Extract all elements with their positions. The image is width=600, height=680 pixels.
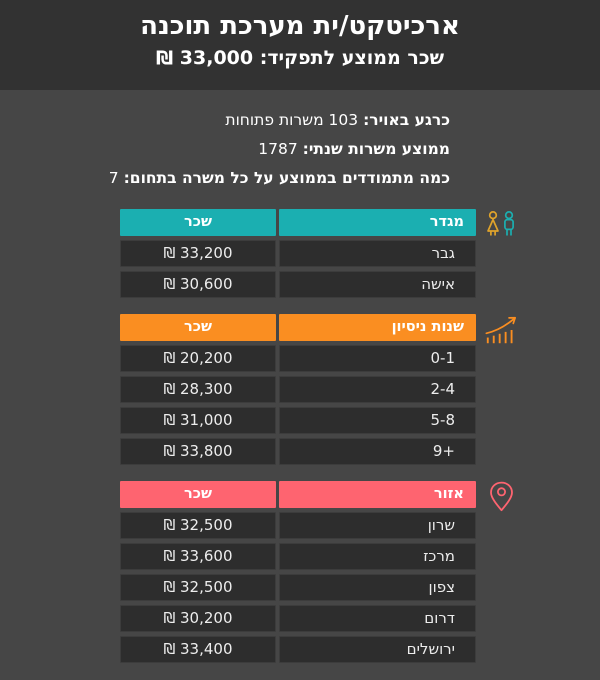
table-row: מרכז 33,600 ₪: [120, 543, 476, 570]
column-header-salary: שכר: [120, 314, 276, 341]
stat-open-positions-value: 103 משרות פתוחות: [225, 111, 359, 129]
stat-candidates-per-position-value: 7: [108, 169, 119, 187]
stat-yearly-positions: ממוצע משרות שנתי: 1787: [0, 135, 450, 164]
experience-salary-table: שנות ניסיון שכר 0-1 20,200 ₪ 2-4 28,300 …: [0, 314, 600, 465]
table-row: 5-8 31,000 ₪: [120, 407, 476, 434]
salary-report-page: ארכיטקט/ית מערכת תוכנה שכר ממוצע לתפקיד:…: [0, 0, 600, 663]
stat-yearly-positions-value: 1787: [258, 140, 298, 158]
column-header-experience: שנות ניסיון: [279, 314, 476, 341]
column-header-gender: מגדר: [279, 209, 476, 236]
category-cell: 9+: [279, 438, 476, 465]
table-header-row: שנות ניסיון שכר: [120, 314, 476, 341]
gender-icon: [484, 209, 518, 245]
table-row: צפון 32,500 ₪: [120, 574, 476, 601]
table-row: אישה 30,600 ₪: [120, 271, 476, 298]
salary-cell: 32,500 ₪: [120, 512, 276, 539]
gender-table: מגדר שכר גבר 33,200 ₪ אישה 30,600 ₪: [120, 209, 476, 298]
table-row: 9+ 33,800 ₪: [120, 438, 476, 465]
table-row: גבר 33,200 ₪: [120, 240, 476, 267]
salary-cell: 33,600 ₪: [120, 543, 276, 570]
table-row: 0-1 20,200 ₪: [120, 345, 476, 372]
column-header-region: אזור: [279, 481, 476, 508]
region-table: אזור שכר שרון 32,500 ₪ מרכז 33,600 ₪ צפו…: [120, 481, 476, 663]
gender-salary-table: מגדר שכר גבר 33,200 ₪ אישה 30,600 ₪: [0, 209, 600, 298]
stat-candidates-per-position: כמה מתמודדים בממוצע על כל משרה בתחום: 7: [0, 164, 450, 193]
average-salary-line: שכר ממוצע לתפקיד: 33,000 ₪: [0, 46, 600, 70]
column-header-salary: שכר: [120, 209, 276, 236]
column-header-salary: שכר: [120, 481, 276, 508]
category-cell: 2-4: [279, 376, 476, 403]
job-title: ארכיטקט/ית מערכת תוכנה: [140, 11, 460, 41]
stat-open-positions: כרגע באויר: 103 משרות פתוחות: [0, 106, 450, 135]
table-row: ירושלים 33,400 ₪: [120, 636, 476, 663]
category-cell: מרכז: [279, 543, 476, 570]
salary-cell: 33,200 ₪: [120, 240, 276, 267]
salary-cell: 30,600 ₪: [120, 271, 276, 298]
region-salary-table: אזור שכר שרון 32,500 ₪ מרכז 33,600 ₪ צפו…: [0, 481, 600, 663]
location-pin-icon: [484, 481, 518, 517]
category-cell: ירושלים: [279, 636, 476, 663]
category-cell: 0-1: [279, 345, 476, 372]
average-salary-value: 33,000 ₪: [156, 47, 254, 69]
table-row: דרום 30,200 ₪: [120, 605, 476, 632]
category-cell: צפון: [279, 574, 476, 601]
salary-cell: 20,200 ₪: [120, 345, 276, 372]
growth-chart-icon: [484, 314, 518, 350]
category-cell: שרון: [279, 512, 476, 539]
category-cell: גבר: [279, 240, 476, 267]
table-row: 2-4 28,300 ₪: [120, 376, 476, 403]
salary-cell: 30,200 ₪: [120, 605, 276, 632]
stat-candidates-per-position-label: כמה מתמודדים בממוצע על כל משרה בתחום:: [123, 169, 450, 187]
table-header-row: מגדר שכר: [120, 209, 476, 236]
stat-open-positions-label: כרגע באויר:: [363, 111, 450, 129]
stat-yearly-positions-label: ממוצע משרות שנתי:: [302, 140, 450, 158]
salary-cell: 32,500 ₪: [120, 574, 276, 601]
experience-table: שנות ניסיון שכר 0-1 20,200 ₪ 2-4 28,300 …: [120, 314, 476, 465]
salary-cell: 33,400 ₪: [120, 636, 276, 663]
page-header: ארכיטקט/ית מערכת תוכנה שכר ממוצע לתפקיד:…: [0, 0, 600, 90]
salary-cell: 33,800 ₪: [120, 438, 276, 465]
salary-cell: 31,000 ₪: [120, 407, 276, 434]
category-cell: אישה: [279, 271, 476, 298]
salary-cell: 28,300 ₪: [120, 376, 276, 403]
job-stats: כרגע באויר: 103 משרות פתוחות ממוצע משרות…: [0, 90, 600, 193]
average-salary-label: שכר ממוצע לתפקיד:: [259, 47, 444, 69]
category-cell: 5-8: [279, 407, 476, 434]
category-cell: דרום: [279, 605, 476, 632]
salary-tables: מגדר שכר גבר 33,200 ₪ אישה 30,600 ₪: [0, 193, 600, 663]
table-row: שרון 32,500 ₪: [120, 512, 476, 539]
table-header-row: אזור שכר: [120, 481, 476, 508]
